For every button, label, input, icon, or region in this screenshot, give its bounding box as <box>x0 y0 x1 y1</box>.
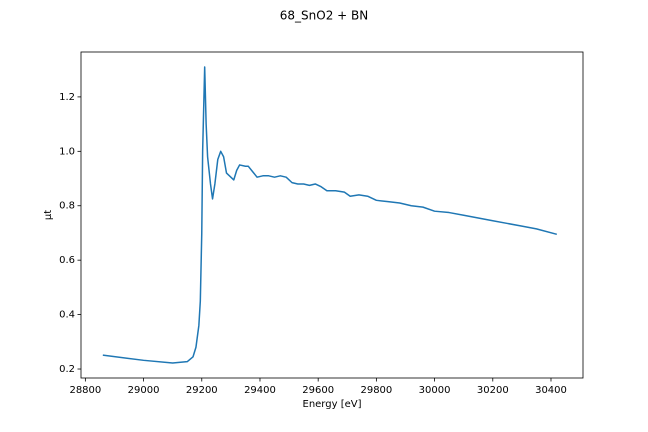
axes-frame <box>80 51 584 379</box>
x-tick-label: 29000 <box>128 385 160 396</box>
y-tick-label: 0.2 <box>59 364 75 375</box>
y-tick-label: 0.6 <box>59 255 75 266</box>
chart-title: 68_SnO2 + BN <box>280 9 368 23</box>
x-tick-label: 29800 <box>360 385 392 396</box>
x-axis-label: Energy [eV] <box>303 399 362 410</box>
x-tick-label: 29400 <box>244 385 276 396</box>
x-tick-label: 29600 <box>302 385 334 396</box>
x-tick-label: 28800 <box>69 385 101 396</box>
y-tick-label: 0.4 <box>59 310 75 321</box>
y-tick-label: 1.0 <box>59 146 75 157</box>
x-tick-label: 30200 <box>477 385 509 396</box>
x-tick-label: 30400 <box>535 385 567 396</box>
x-tick-label: 29200 <box>186 385 218 396</box>
data-line <box>102 66 558 364</box>
y-axis-label: μt <box>43 210 54 220</box>
y-tick-label: 0.8 <box>59 201 75 212</box>
x-tick-label: 30000 <box>419 385 451 396</box>
y-tick-label: 1.2 <box>59 92 75 103</box>
